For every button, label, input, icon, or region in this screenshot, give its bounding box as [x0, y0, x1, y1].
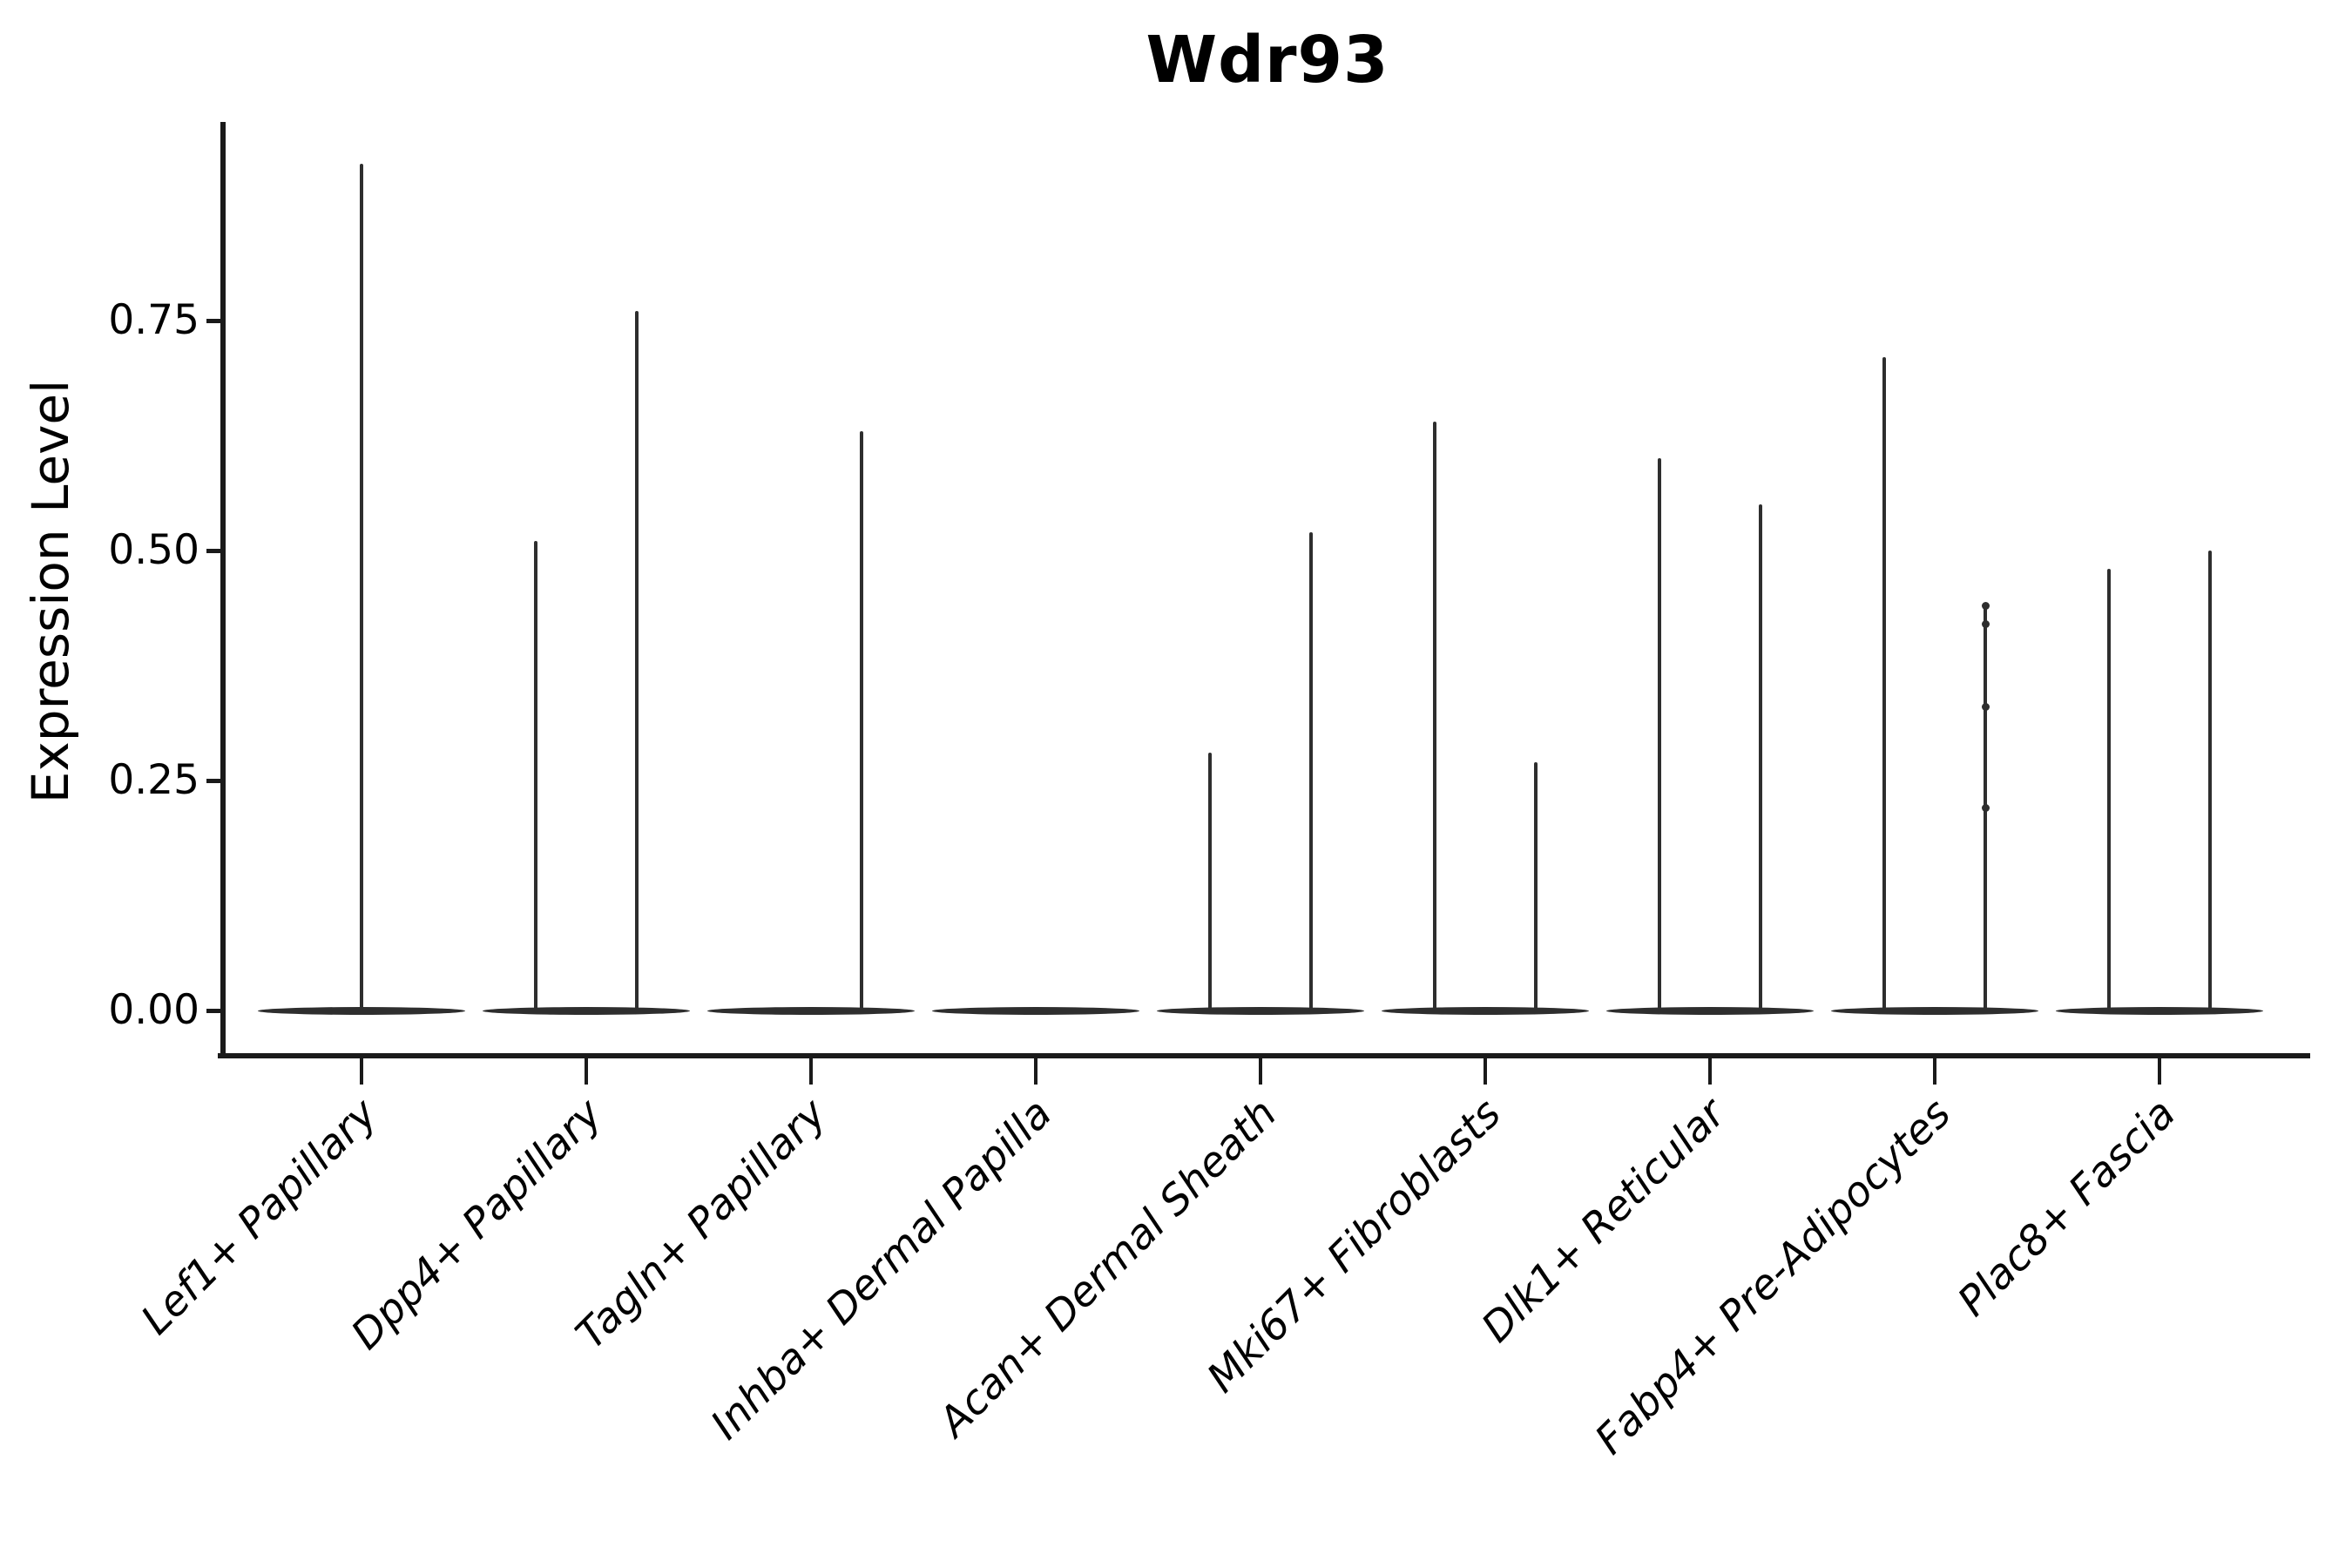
x-tick: [1258, 1058, 1263, 1085]
violin-base: [1157, 1006, 1364, 1015]
x-tick: [1707, 1058, 1713, 1085]
y-tick-label: 0.25: [108, 756, 199, 804]
y-tick: [206, 319, 220, 323]
violin-spike: [1657, 458, 1662, 1009]
chart-title: Wdr93: [1146, 23, 1389, 98]
y-tick: [206, 779, 220, 783]
violin-base: [707, 1006, 915, 1015]
x-tick: [584, 1058, 589, 1085]
x-tick-label: Dpp4+ Papillary: [341, 1089, 612, 1359]
violin-base: [1606, 1006, 1814, 1015]
violin-spike: [1758, 504, 1763, 1009]
y-axis-spine: [220, 122, 226, 1058]
violin-spike: [859, 430, 864, 1009]
violin-base: [1382, 1006, 1589, 1015]
x-tick: [808, 1058, 814, 1085]
violin-base: [258, 1006, 465, 1015]
y-axis-label: Expression Level: [21, 379, 80, 804]
violin-spike: [2207, 551, 2213, 1009]
y-tick-label: 0.75: [108, 296, 199, 344]
y-tick-label: 0.00: [108, 986, 199, 1034]
violin-spike: [2106, 569, 2112, 1009]
x-tick-label: Dlk1+ Reticular: [1472, 1089, 1735, 1352]
violin-spike: [1432, 422, 1437, 1009]
y-tick: [206, 549, 220, 553]
x-tick: [1932, 1058, 1937, 1085]
y-tick: [206, 1009, 220, 1013]
y-tick-label: 0.50: [108, 526, 199, 574]
violin-base: [1831, 1006, 2038, 1015]
x-axis-spine: [218, 1053, 2310, 1058]
violin-spike: [1308, 531, 1314, 1009]
violin-base: [483, 1006, 690, 1015]
violin-spike: [634, 311, 639, 1009]
x-tick: [2157, 1058, 2162, 1085]
violin-spike: [1207, 753, 1213, 1009]
x-tick-label: Plac8+ Fascia: [1948, 1089, 2185, 1326]
expression-dot: [1981, 601, 1990, 610]
expression-dot: [1981, 703, 1990, 712]
violin-spike: [533, 541, 538, 1009]
violin-spike: [1533, 761, 1538, 1009]
violin-base: [932, 1006, 1139, 1015]
violin-base: [2056, 1006, 2263, 1015]
x-tick-label: Tagln+ Papillary: [566, 1089, 836, 1359]
violin-spike: [359, 164, 364, 1009]
violin-spike: [1882, 357, 1887, 1009]
expression-dot: [1981, 804, 1990, 813]
x-tick: [1033, 1058, 1038, 1085]
x-tick: [359, 1058, 364, 1085]
x-tick-label: Lef1+ Papillary: [132, 1089, 387, 1344]
expression-dot: [1981, 619, 1990, 628]
x-tick: [1483, 1058, 1488, 1085]
